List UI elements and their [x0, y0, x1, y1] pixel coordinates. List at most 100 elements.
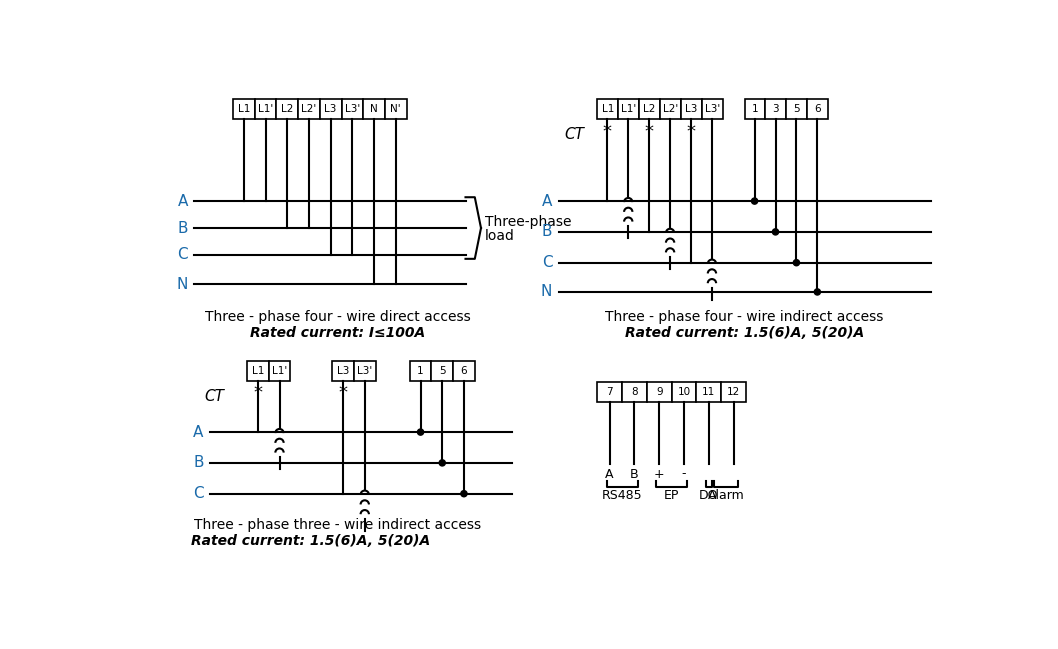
Bar: [765, 99, 786, 119]
Bar: [363, 99, 385, 119]
Text: Rated current: 1.5(6)A, 5(20)A: Rated current: 1.5(6)A, 5(20)A: [625, 326, 864, 340]
Text: load: load: [485, 228, 515, 243]
Bar: [453, 361, 475, 381]
Text: L1': L1': [272, 366, 287, 376]
Circle shape: [418, 429, 423, 435]
Text: L1: L1: [252, 366, 264, 376]
Text: 6: 6: [460, 366, 468, 376]
Text: *: *: [253, 384, 262, 402]
Text: L2': L2': [302, 104, 316, 114]
Text: N': N': [390, 104, 401, 114]
Bar: [432, 361, 453, 381]
Text: Alarm: Alarm: [708, 489, 744, 502]
Text: Three - phase four - wire direct access: Three - phase four - wire direct access: [205, 310, 471, 324]
Text: 1: 1: [417, 366, 424, 376]
Bar: [646, 382, 672, 402]
Circle shape: [751, 198, 758, 204]
Text: B: B: [542, 225, 552, 239]
Bar: [722, 382, 746, 402]
Text: 11: 11: [703, 387, 715, 397]
Text: C: C: [178, 247, 188, 262]
Text: L3: L3: [336, 366, 349, 376]
Text: L2': L2': [663, 104, 678, 114]
Bar: [681, 99, 701, 119]
Text: Three - phase three - wire indirect access: Three - phase three - wire indirect acce…: [194, 519, 481, 532]
Text: 12: 12: [727, 387, 741, 397]
Bar: [618, 99, 639, 119]
Bar: [622, 382, 646, 402]
Bar: [233, 99, 255, 119]
Text: L1: L1: [238, 104, 250, 114]
Text: L1': L1': [621, 104, 636, 114]
Text: 3: 3: [772, 104, 779, 114]
Bar: [320, 99, 342, 119]
Text: N: N: [177, 276, 188, 292]
Text: +: +: [654, 467, 664, 480]
Text: CT: CT: [565, 127, 585, 142]
Text: A: A: [542, 193, 552, 208]
Bar: [660, 99, 681, 119]
Text: RS485: RS485: [602, 489, 642, 502]
Text: L3': L3': [705, 104, 719, 114]
Bar: [786, 99, 807, 119]
Bar: [385, 99, 406, 119]
Text: A: A: [194, 424, 203, 439]
Bar: [409, 361, 432, 381]
Text: N: N: [541, 284, 552, 299]
Text: 10: 10: [677, 387, 691, 397]
Bar: [353, 361, 376, 381]
Text: Three - phase four - wire indirect access: Three - phase four - wire indirect acces…: [605, 310, 883, 324]
Bar: [807, 99, 828, 119]
Text: Rated current: 1.5(6)A, 5(20)A: Rated current: 1.5(6)A, 5(20)A: [190, 533, 431, 548]
Circle shape: [439, 459, 445, 466]
Text: 6: 6: [815, 104, 821, 114]
Text: B: B: [193, 456, 203, 471]
Bar: [269, 361, 290, 381]
Text: *: *: [687, 123, 695, 141]
Text: *: *: [339, 384, 347, 402]
Text: L1: L1: [602, 104, 614, 114]
Text: 5: 5: [439, 366, 445, 376]
Text: EP: EP: [664, 489, 679, 502]
Text: 7: 7: [606, 387, 613, 397]
Bar: [332, 361, 353, 381]
Bar: [598, 382, 622, 402]
Text: L3': L3': [358, 366, 372, 376]
Text: L3': L3': [345, 104, 360, 114]
Text: L3: L3: [325, 104, 336, 114]
Bar: [696, 382, 722, 402]
Text: N: N: [370, 104, 378, 114]
Circle shape: [794, 260, 800, 265]
Text: B: B: [178, 221, 188, 236]
Text: C: C: [193, 486, 203, 501]
Text: 5: 5: [794, 104, 800, 114]
Text: *: *: [603, 123, 612, 141]
Circle shape: [461, 491, 467, 496]
Text: C: C: [542, 255, 552, 270]
Text: 8: 8: [632, 387, 638, 397]
Text: L2: L2: [643, 104, 656, 114]
Circle shape: [772, 229, 779, 235]
Text: 9: 9: [656, 387, 662, 397]
Bar: [598, 99, 618, 119]
Text: Three-phase: Three-phase: [485, 215, 571, 229]
Text: DO: DO: [699, 489, 718, 502]
Bar: [255, 99, 276, 119]
Bar: [276, 99, 298, 119]
Circle shape: [815, 289, 820, 295]
Text: Rated current: I≤100A: Rated current: I≤100A: [250, 326, 425, 340]
Text: L3: L3: [686, 104, 697, 114]
Bar: [639, 99, 660, 119]
Bar: [298, 99, 320, 119]
Text: CT: CT: [204, 389, 224, 404]
Text: B: B: [631, 467, 639, 480]
Text: -: -: [681, 467, 687, 480]
Text: 1: 1: [751, 104, 759, 114]
Bar: [342, 99, 363, 119]
Text: L1': L1': [258, 104, 273, 114]
Bar: [672, 382, 696, 402]
Text: A: A: [178, 193, 188, 208]
Bar: [247, 361, 269, 381]
Text: A: A: [605, 467, 614, 480]
Bar: [745, 99, 765, 119]
